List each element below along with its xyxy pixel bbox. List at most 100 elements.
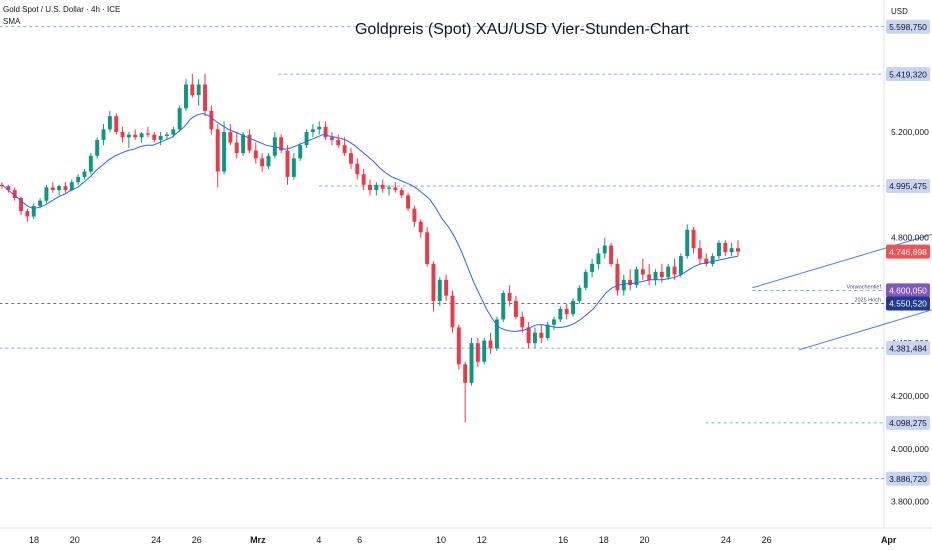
candle-body [139,133,144,138]
candle [672,258,677,280]
candle-body [63,186,68,191]
candle-body [0,184,4,187]
candle-body [482,340,487,362]
candle-body [310,129,315,132]
candle [590,258,595,278]
candle-body [190,84,195,96]
candle [513,295,518,320]
y-tick-label: 4.800,000 [891,233,929,243]
candle [577,285,582,304]
candle [12,187,17,201]
candle [501,290,506,323]
candle [0,182,4,189]
candle [532,327,537,349]
candle-body [552,319,556,325]
price-badge-label: 4.746,898 [889,247,927,257]
candle [431,261,436,312]
candle-body [399,190,404,196]
candle-body [672,266,677,275]
candle-body [368,184,372,191]
price-badge: 4.550,520 [886,296,930,311]
candle-body [304,132,309,146]
candle [82,168,87,180]
candle-body [114,116,119,132]
candle [704,253,709,267]
candle [406,192,411,212]
symbol-label[interactable]: Gold Spot / U.S. Dollar · 4h · ICE [3,5,120,14]
candle [437,277,442,307]
price-badge-bg [886,19,930,34]
candle-body [494,319,499,349]
candle-body [640,269,645,275]
candle [380,179,385,193]
candle [184,79,188,111]
candle-body [203,84,208,111]
candle [552,316,556,330]
candle [298,142,303,162]
candle [279,134,284,154]
x-tick-label: 20 [70,535,80,545]
candle-body [539,332,544,338]
candle-body [387,187,392,189]
candle [640,258,645,280]
price-badge-bg [886,415,930,430]
price-badge: 5.598,750 [886,19,930,34]
candle-body [425,232,430,264]
candle-body [450,295,455,328]
y-tick-label: 4.200,000 [891,391,929,401]
candle [545,322,550,341]
time-axis: 18202426Mrz4610121618202426Apr6810141620… [29,535,897,545]
candle [215,124,220,188]
candle [88,153,93,175]
price-badge-label: 4.995,475 [889,181,927,191]
candle [469,337,474,386]
price-badge-bg [886,471,930,486]
price-badge: 4.746,898 [886,244,930,259]
level-annotation: Vorwochentief [846,284,881,290]
candle [482,337,487,365]
price-badge-bg [886,341,930,356]
indicator-label[interactable]: SMA [3,17,21,26]
chart-title: Goldpreis (Spot) XAU/USD Vier-Stunden-Ch… [355,21,690,38]
candle [736,240,740,257]
candle [25,208,30,222]
candle-body [609,245,614,264]
x-tick-label: 10 [436,535,446,545]
candle-body [25,211,30,217]
candle [139,132,144,143]
candle [164,132,169,140]
candle [6,184,11,193]
candle [374,182,379,196]
candle-body [120,132,125,138]
candle-body [590,264,595,272]
candle [247,129,252,154]
candle [57,184,62,196]
x-tick-label: 26 [192,535,202,545]
candle [463,361,468,423]
candle-body [456,327,461,365]
price-badge: 4.600,050 [886,283,930,298]
candle [412,205,417,228]
candle-body [545,324,550,338]
candle [691,227,696,254]
candle-body [266,155,271,167]
candle-body [520,316,525,328]
candle-body [253,150,258,159]
candle-body [234,142,239,154]
currency-label[interactable]: USD [891,7,908,16]
candle-body [532,332,537,344]
candle [323,121,328,140]
x-tick-label: 18 [599,535,609,545]
candle-body [361,174,366,185]
candle-body [69,182,74,191]
candle-body [475,343,480,362]
channel-line [752,233,932,289]
candle-body [374,184,379,191]
candle-body [513,300,518,317]
candle-body [241,134,246,154]
candle [647,264,652,286]
candle [50,182,55,193]
price-badge: 4.995,475 [886,178,930,193]
candle-body [704,258,709,264]
